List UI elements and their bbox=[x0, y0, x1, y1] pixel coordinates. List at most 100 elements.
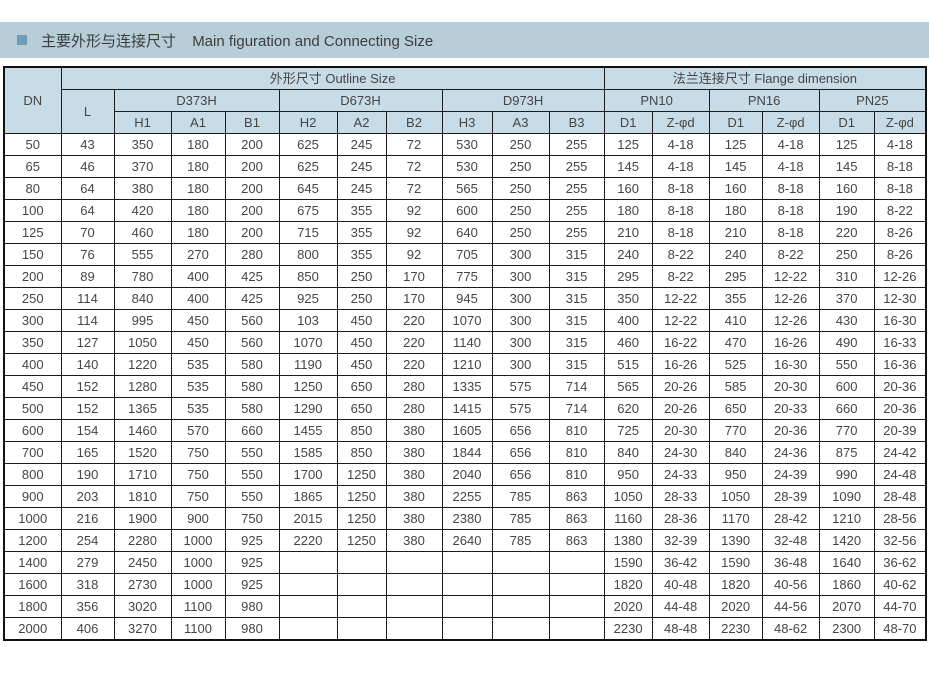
cell: 750 bbox=[170, 441, 226, 464]
cell: 380 bbox=[385, 441, 443, 464]
cell: 600 bbox=[441, 199, 493, 222]
cell: 585 bbox=[708, 375, 763, 398]
cell: 20-30 bbox=[651, 419, 710, 442]
cell: 125 bbox=[603, 133, 653, 156]
cell: 28-56 bbox=[873, 507, 927, 530]
cell: 20-36 bbox=[761, 419, 820, 442]
cell: 180 bbox=[170, 155, 226, 178]
cell: 1700 bbox=[278, 463, 338, 486]
cell: 12-22 bbox=[651, 309, 710, 332]
cell: 420 bbox=[113, 199, 172, 222]
cell: 44-70 bbox=[873, 595, 927, 618]
cell: 656 bbox=[491, 441, 550, 464]
cell: 2230 bbox=[603, 617, 653, 641]
cell: 240 bbox=[708, 243, 763, 266]
cell: 570 bbox=[170, 419, 226, 442]
cell bbox=[385, 617, 443, 641]
cell: 32-39 bbox=[651, 529, 710, 552]
cell: 1250 bbox=[336, 507, 387, 530]
cell: 180 bbox=[170, 199, 226, 222]
cell bbox=[385, 551, 443, 574]
cell: 850 bbox=[336, 419, 387, 442]
cell: 1400 bbox=[3, 551, 62, 574]
cell: 810 bbox=[548, 441, 605, 464]
cell: 400 bbox=[170, 265, 226, 288]
cell: 315 bbox=[548, 287, 605, 310]
cell: 24-30 bbox=[651, 441, 710, 464]
table-row: 800 190 1710 750 550 1700 1250 380 2040 656 810 950… bbox=[3, 463, 927, 486]
cell: 16-22 bbox=[651, 331, 710, 354]
cell: 1250 bbox=[336, 463, 387, 486]
cell: 12-22 bbox=[761, 265, 820, 288]
cell: 180 bbox=[170, 221, 226, 244]
table-row: 100 64 420 180 200 675 355 92 600 250 255 180 8-18 18… bbox=[3, 199, 927, 222]
group-header-flange: 法兰连接尺寸 Flange dimension bbox=[603, 66, 927, 90]
table-row: 300 114 995 450 560 103 450 220 1070 300 315 400 12-… bbox=[3, 309, 927, 332]
cell bbox=[278, 595, 338, 618]
cell: 154 bbox=[60, 419, 115, 442]
cell bbox=[278, 573, 338, 596]
header-row-series: L D373H D673H D973H PN10 PN16 PN25 bbox=[4, 89, 927, 134]
cell: 8-22 bbox=[761, 243, 820, 266]
cell: 550 bbox=[224, 485, 280, 508]
cell: 250 bbox=[3, 287, 62, 310]
cell: 1820 bbox=[603, 573, 653, 596]
dimension-table: DN 外形尺寸 Outline Size 法兰连接尺寸 Flange dimen… bbox=[3, 66, 928, 641]
cell: 1280 bbox=[113, 375, 172, 398]
cell: 400 bbox=[3, 353, 62, 376]
cell: 114 bbox=[60, 287, 115, 310]
cell: 785 bbox=[491, 529, 550, 552]
cell: 370 bbox=[113, 155, 172, 178]
series-header-d673h: D673H bbox=[278, 89, 443, 112]
series-header-d373h: D373H bbox=[113, 89, 280, 112]
cell: 190 bbox=[60, 463, 115, 486]
table-row: 2000 406 3270 1100 980 2230 48-48 2230 48-62 2300… bbox=[3, 617, 927, 641]
page-title-en: Main figuration and Connecting Size bbox=[192, 32, 434, 50]
cell: 550 bbox=[224, 463, 280, 486]
cell: 70 bbox=[60, 221, 115, 244]
cell bbox=[385, 595, 443, 618]
table-row: 600 154 1460 570 660 1455 850 380 1605 656 810 725 2… bbox=[3, 419, 927, 442]
cell: 575 bbox=[491, 375, 550, 398]
cell: 16-36 bbox=[873, 353, 927, 376]
sub-header-pn16-zd: Z-φd bbox=[761, 111, 820, 134]
cell: 255 bbox=[548, 155, 605, 178]
cell: 800 bbox=[3, 463, 62, 486]
sub-header-pn25-zd: Z-φd bbox=[873, 111, 927, 134]
cell: 995 bbox=[113, 309, 172, 332]
cell: 8-18 bbox=[873, 177, 927, 200]
cell: 750 bbox=[170, 485, 226, 508]
cell: 36-62 bbox=[873, 551, 927, 574]
cell: 2450 bbox=[113, 551, 172, 574]
cell: 400 bbox=[603, 309, 653, 332]
cell: 300 bbox=[491, 353, 550, 376]
cell: 525 bbox=[708, 353, 763, 376]
cell: 160 bbox=[708, 177, 763, 200]
cell: 2000 bbox=[3, 617, 62, 641]
table-row: 200 89 780 400 425 850 250 170 775 300 315 295 8-22 2… bbox=[3, 265, 927, 288]
cell bbox=[441, 595, 493, 618]
cell: 2070 bbox=[818, 595, 875, 618]
cell bbox=[441, 573, 493, 596]
cell: 2040 bbox=[441, 463, 493, 486]
cell: 220 bbox=[818, 221, 875, 244]
cell: 410 bbox=[708, 309, 763, 332]
cell: 315 bbox=[548, 309, 605, 332]
cell: 24-33 bbox=[651, 463, 710, 486]
cell: 620 bbox=[603, 397, 653, 420]
cell: 1865 bbox=[278, 485, 338, 508]
cell: 80 bbox=[3, 177, 62, 200]
cell: 8-18 bbox=[761, 221, 820, 244]
cell: 280 bbox=[224, 243, 280, 266]
cell: 714 bbox=[548, 375, 605, 398]
cell bbox=[491, 573, 550, 596]
cell: 36-42 bbox=[651, 551, 710, 574]
cell: 3020 bbox=[113, 595, 172, 618]
cell: 400 bbox=[170, 287, 226, 310]
table-row: 1400 279 2450 1000 925 1590 36-42 1590 36-48 1640… bbox=[3, 551, 927, 574]
table-row: 1600 318 2730 1000 925 1820 40-48 1820 40-56 1860… bbox=[3, 573, 927, 596]
cell: 72 bbox=[385, 133, 443, 156]
cell: 16-26 bbox=[651, 353, 710, 376]
cell: 715 bbox=[278, 221, 338, 244]
cell: 8-22 bbox=[651, 265, 710, 288]
